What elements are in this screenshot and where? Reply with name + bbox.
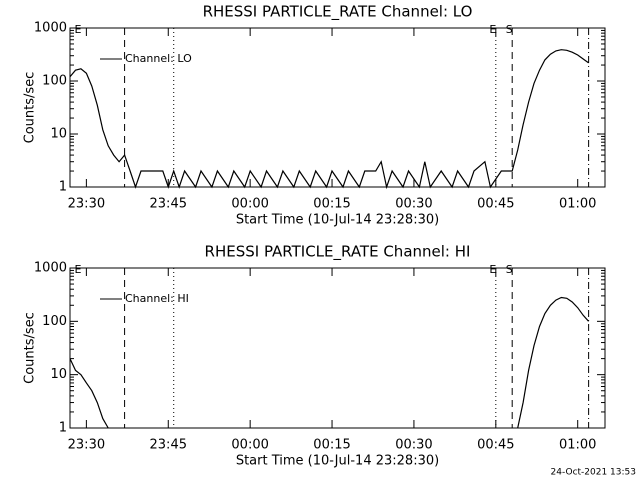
flag-label: S (506, 263, 513, 276)
x-tick-label: 23:45 (150, 197, 187, 212)
y-tick-label: 10 (50, 367, 67, 382)
x-tick-label: 00:30 (395, 438, 432, 453)
y-tick-label: 100 (42, 314, 67, 329)
x-tick-label: 23:45 (150, 438, 187, 453)
x-tick-label: 00:45 (477, 197, 514, 212)
x-tick-label: 00:45 (477, 438, 514, 453)
plot-frame (69, 27, 606, 188)
x-axis-label: Start Time (10-Jul-14 23:28:30) (236, 454, 439, 469)
legend-label: Channel: LO (125, 52, 192, 65)
footer: 24-Oct-2021 13:53 (551, 468, 636, 478)
y-tick-label: 1000 (34, 21, 67, 36)
flag-label: E (74, 263, 81, 276)
x-tick-label: 23:30 (68, 438, 105, 453)
x-axis-label: Start Time (10-Jul-14 23:28:30) (236, 213, 439, 228)
flag-label: S (506, 23, 513, 36)
y-tick-label: 1 (59, 421, 67, 436)
series-line (69, 49, 589, 190)
legend-label: Channel: HI (125, 292, 189, 305)
series-line (69, 296, 590, 429)
y-tick-label: 10 (50, 127, 67, 142)
chart-title: RHESSI PARTICLE_RATE Channel: LO (203, 3, 473, 22)
y-axis-label: Counts/sec (23, 312, 38, 384)
x-tick-label: 00:15 (313, 438, 350, 453)
flag-label: E (489, 263, 496, 276)
x-tick-label: 23:30 (68, 197, 105, 212)
y-axis-label: Counts/sec (23, 72, 38, 144)
chart-title: RHESSI PARTICLE_RATE Channel: HI (205, 243, 471, 262)
x-tick-label: 00:30 (395, 197, 432, 212)
y-tick-label: 100 (42, 74, 67, 89)
x-tick-label: 01:00 (559, 197, 596, 212)
plot-frame (69, 267, 606, 429)
flag-label: E (489, 23, 496, 36)
flag-label: E (74, 23, 81, 36)
y-tick-label: 1000 (34, 261, 67, 276)
x-tick-label: 00:00 (231, 438, 268, 453)
x-tick-label: 00:15 (313, 197, 350, 212)
y-tick-label: 1 (59, 180, 67, 195)
x-tick-label: 00:00 (231, 197, 268, 212)
x-tick-label: 01:00 (559, 438, 596, 453)
